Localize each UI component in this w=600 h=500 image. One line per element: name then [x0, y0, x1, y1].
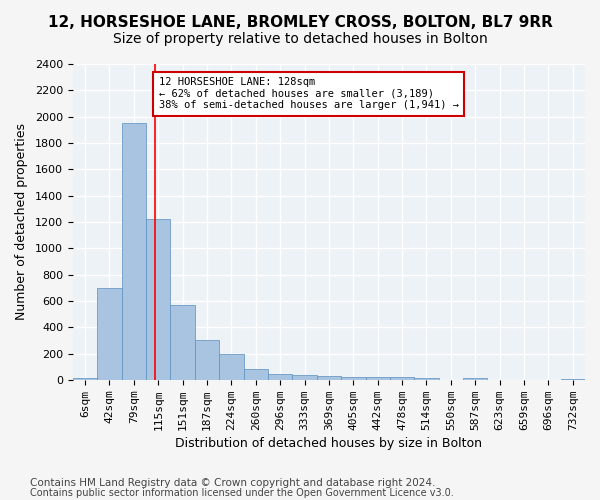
Bar [146, 220, 170, 380]
Text: Size of property relative to detached houses in Bolton: Size of property relative to detached ho… [113, 32, 487, 46]
Bar [292, 375, 317, 380]
Bar [365, 377, 390, 380]
Bar [73, 378, 97, 380]
Bar [122, 123, 146, 380]
Bar [415, 378, 439, 380]
Text: Contains public sector information licensed under the Open Government Licence v3: Contains public sector information licen… [30, 488, 454, 498]
Bar [170, 305, 195, 380]
Bar [244, 370, 268, 380]
Y-axis label: Number of detached properties: Number of detached properties [15, 124, 28, 320]
Bar [317, 376, 341, 380]
Bar [195, 340, 219, 380]
Bar [219, 354, 244, 380]
Bar [97, 288, 122, 380]
Text: 12, HORSESHOE LANE, BROMLEY CROSS, BOLTON, BL7 9RR: 12, HORSESHOE LANE, BROMLEY CROSS, BOLTO… [47, 15, 553, 30]
Bar [341, 376, 365, 380]
Text: 12 HORSESHOE LANE: 128sqm
← 62% of detached houses are smaller (3,189)
38% of se: 12 HORSESHOE LANE: 128sqm ← 62% of detac… [158, 77, 458, 110]
Bar [390, 377, 415, 380]
Bar [268, 374, 292, 380]
Bar [463, 378, 487, 380]
X-axis label: Distribution of detached houses by size in Bolton: Distribution of detached houses by size … [175, 437, 482, 450]
Text: Contains HM Land Registry data © Crown copyright and database right 2024.: Contains HM Land Registry data © Crown c… [30, 478, 436, 488]
Bar [560, 378, 585, 380]
